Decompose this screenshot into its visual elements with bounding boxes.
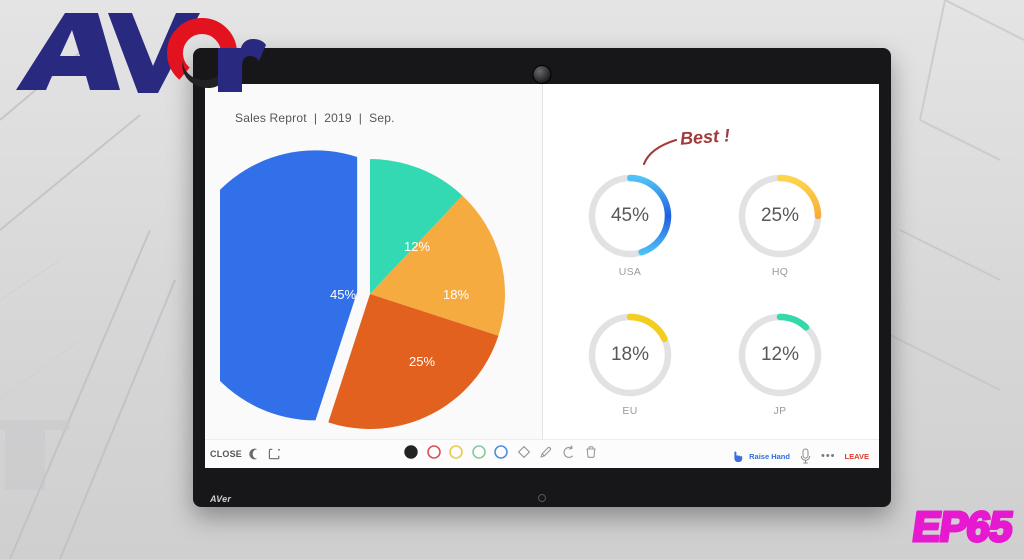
svg-text:12%: 12% [404, 239, 430, 254]
svg-text:18%: 18% [443, 287, 469, 302]
svg-text:45%: 45% [330, 287, 356, 302]
svg-text:25%: 25% [409, 354, 435, 369]
